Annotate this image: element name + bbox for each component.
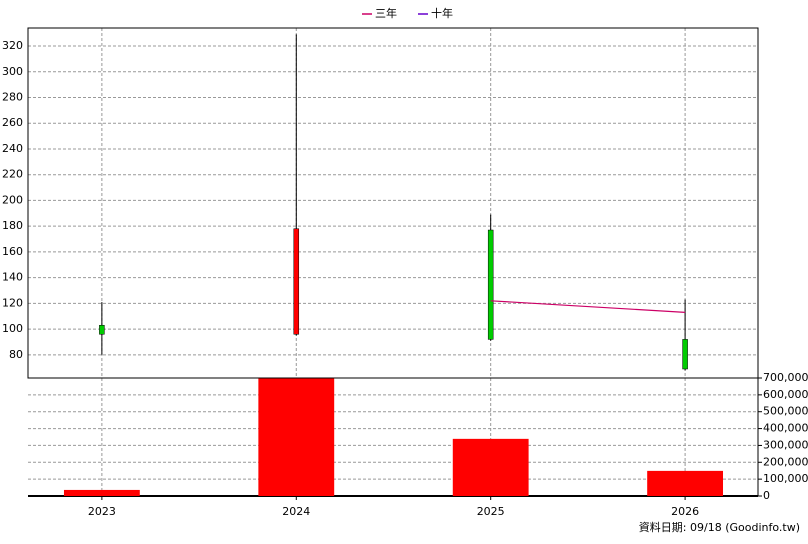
y-tick-label: 220 — [2, 168, 23, 181]
y2-tick-label: 0 — [763, 489, 770, 502]
volume-bar — [258, 378, 335, 496]
legend-label: 三年 — [375, 6, 397, 20]
y-tick-label: 160 — [2, 245, 23, 258]
y-tick-label: 200 — [2, 193, 23, 206]
y-tick-label: 80 — [9, 348, 23, 361]
x-tick-label: 2026 — [671, 505, 699, 518]
volume-bar — [452, 438, 529, 496]
y-tick-label: 120 — [2, 296, 23, 309]
y2-tick-label: 600,000 — [763, 388, 808, 401]
y2-tick-label: 700,000 — [763, 371, 808, 384]
y-tick-label: 300 — [2, 65, 23, 78]
volume-bar — [647, 470, 724, 496]
volume-bar — [63, 489, 140, 496]
y-tick-label: 320 — [2, 39, 23, 52]
candle-body — [487, 229, 494, 340]
y2-tick-label: 200,000 — [763, 455, 808, 468]
y-tick-label: 140 — [2, 271, 23, 284]
legend-label: 十年 — [431, 6, 453, 20]
candle-body — [293, 228, 300, 335]
y2-tick-label: 300,000 — [763, 438, 808, 451]
y-tick-label: 240 — [2, 142, 23, 155]
plot-frame — [27, 27, 759, 379]
y-tick-label: 280 — [2, 90, 23, 103]
y-tick-label: 100 — [2, 322, 23, 335]
x-tick-label: 2023 — [88, 505, 116, 518]
x-tick-label: 2025 — [477, 505, 505, 518]
y-tick-label: 180 — [2, 219, 23, 232]
x-tick-label: 2024 — [282, 505, 310, 518]
y2-tick-label: 500,000 — [763, 405, 808, 418]
line-series — [490, 300, 686, 313]
candle-body — [99, 324, 105, 335]
y-tick-label: 260 — [2, 116, 23, 129]
y2-tick-label: 100,000 — [763, 472, 808, 485]
candle-body — [682, 339, 688, 370]
y2-tick-label: 400,000 — [763, 422, 808, 435]
footer: 資料日期: 09/18 (Goodinfo.tw) — [639, 520, 800, 534]
